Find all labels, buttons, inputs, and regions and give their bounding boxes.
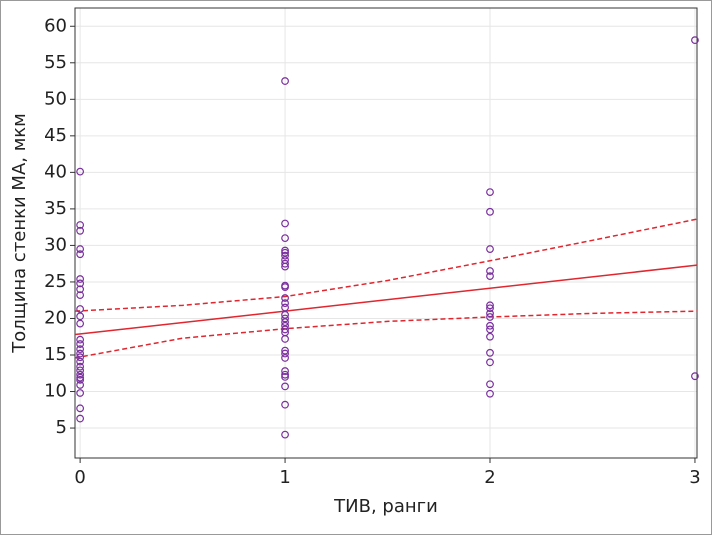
point — [691, 36, 699, 45]
point — [281, 299, 289, 308]
point — [76, 226, 85, 235]
y-tick-label: 45 — [44, 125, 67, 146]
point — [76, 375, 85, 384]
y-tick-label: 5 — [56, 417, 67, 438]
point — [486, 309, 494, 318]
point — [76, 345, 85, 354]
point — [486, 348, 494, 357]
point — [76, 373, 85, 382]
point — [486, 245, 494, 253]
plot-area — [75, 8, 697, 458]
point — [76, 340, 85, 348]
point — [486, 188, 494, 196]
y-tick-label: 10 — [44, 381, 67, 402]
point — [486, 332, 494, 341]
fit-line — [74, 264, 698, 336]
point — [76, 319, 85, 328]
point — [281, 370, 289, 379]
y-tick-label: 50 — [44, 88, 67, 109]
point — [76, 349, 85, 358]
point — [76, 221, 85, 229]
point — [486, 267, 494, 275]
point — [281, 310, 289, 319]
y-tick-label: 35 — [44, 198, 67, 219]
point — [486, 272, 494, 281]
point — [281, 318, 289, 327]
point — [76, 275, 85, 283]
point — [76, 370, 85, 379]
point — [281, 354, 289, 362]
y-tick-label: 30 — [44, 234, 67, 255]
y-tick-label: 55 — [44, 52, 67, 73]
point — [76, 366, 85, 375]
point — [76, 335, 85, 344]
point — [76, 362, 85, 371]
point — [76, 312, 85, 321]
point — [76, 291, 85, 299]
x-tick-label: 2 — [484, 467, 495, 488]
point — [281, 248, 289, 257]
point — [76, 404, 85, 413]
point — [281, 234, 289, 243]
point — [76, 250, 85, 259]
point — [486, 207, 494, 216]
point — [486, 304, 494, 313]
point — [281, 303, 289, 312]
y-axis-label: Толщина стенки МА, мкм — [9, 113, 30, 354]
y-tick-label: 20 — [44, 307, 67, 328]
y-tick-label: 60 — [44, 15, 67, 36]
point — [281, 430, 289, 439]
point — [281, 262, 289, 271]
y-tick-label: 25 — [44, 271, 67, 292]
y-tick-label: 15 — [44, 344, 67, 365]
point — [76, 285, 85, 294]
point — [76, 279, 85, 288]
x-tick-label: 0 — [74, 467, 85, 488]
point — [281, 346, 289, 355]
point — [486, 380, 494, 389]
point — [486, 313, 494, 321]
point — [281, 400, 289, 409]
point — [486, 358, 494, 367]
fit-line — [74, 310, 698, 359]
point — [281, 283, 289, 291]
point — [486, 321, 494, 330]
point — [76, 414, 85, 423]
point — [281, 325, 289, 334]
point — [281, 314, 289, 323]
point — [486, 389, 494, 398]
x-tick-label: 1 — [279, 467, 290, 488]
point — [76, 305, 85, 313]
plot-border — [74, 7, 698, 459]
y-tick-label: 40 — [44, 161, 67, 182]
point — [76, 245, 85, 253]
point — [76, 357, 85, 366]
point — [281, 259, 289, 268]
point — [281, 219, 289, 228]
point — [281, 373, 289, 381]
point — [281, 77, 289, 85]
point — [76, 167, 85, 176]
point — [76, 389, 85, 397]
fit-line — [74, 218, 698, 312]
point — [281, 349, 289, 358]
x-tick-label: 3 — [689, 467, 700, 488]
x-axis-label: ТИВ, ранги — [333, 496, 438, 517]
point — [281, 246, 289, 255]
point — [281, 294, 289, 302]
point — [486, 301, 494, 310]
point — [76, 381, 85, 389]
point — [486, 325, 494, 334]
point — [691, 372, 699, 381]
point — [281, 251, 289, 260]
point — [76, 353, 85, 362]
point — [281, 367, 289, 375]
point — [281, 382, 289, 391]
point — [281, 335, 289, 343]
